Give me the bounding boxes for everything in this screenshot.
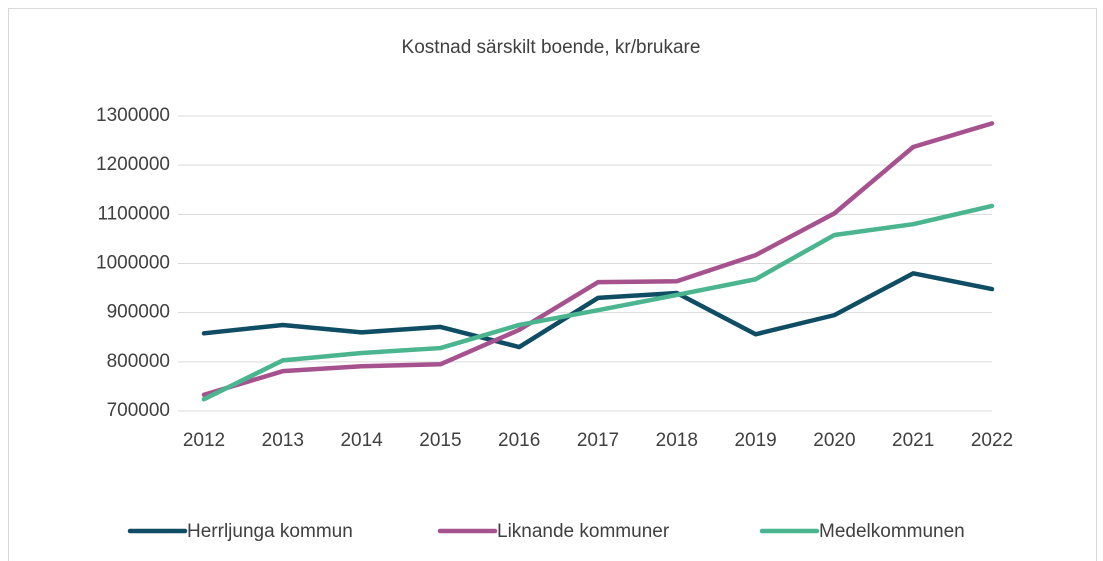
y-tick-label: 1200000 <box>96 154 170 175</box>
x-tick-label: 2018 <box>656 430 698 451</box>
x-tick-label: 2015 <box>419 430 461 451</box>
chart-frame <box>8 8 1097 561</box>
x-tick-label: 2012 <box>183 430 225 451</box>
line-series <box>201 121 995 398</box>
x-tick-label: 2014 <box>340 430 383 451</box>
legend-label: Medelkommunen <box>819 521 965 542</box>
line-series <box>201 271 995 350</box>
x-tick-label: 2020 <box>813 430 855 451</box>
y-tick-label: 900000 <box>107 302 170 323</box>
x-tick-label: 2016 <box>498 430 540 451</box>
line-series <box>201 203 995 402</box>
x-tick-label: 2022 <box>971 430 1013 451</box>
x-tick-label: 2017 <box>577 430 619 451</box>
legend-label: Herrljunga kommun <box>187 521 353 542</box>
y-tick-label: 1300000 <box>96 105 170 126</box>
x-tick-label: 2019 <box>734 430 776 451</box>
y-tick-label: 1000000 <box>96 253 170 274</box>
y-tick-label: 800000 <box>107 351 170 372</box>
chart-title: Kostnad särskilt boende, kr/brukare <box>402 37 701 58</box>
x-tick-label: 2021 <box>892 430 934 451</box>
x-tick-label: 2013 <box>262 430 304 451</box>
y-tick-label: 1100000 <box>97 203 170 224</box>
y-tick-label: 700000 <box>107 400 170 421</box>
legend-label: Liknande kommuner <box>497 521 670 542</box>
